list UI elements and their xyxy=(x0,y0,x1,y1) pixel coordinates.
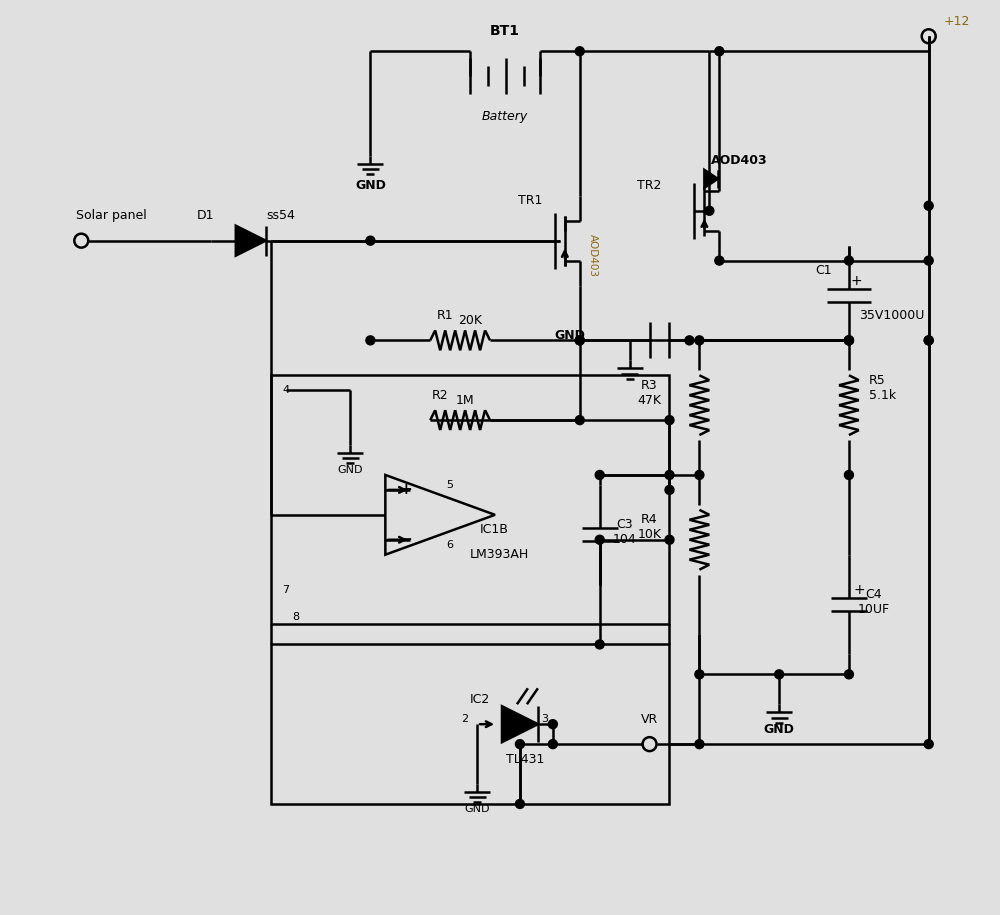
Circle shape xyxy=(665,415,674,425)
Text: Solar panel: Solar panel xyxy=(76,210,147,222)
Text: LM393AH: LM393AH xyxy=(470,548,529,561)
Circle shape xyxy=(575,336,584,345)
Circle shape xyxy=(775,670,784,679)
Text: GND: GND xyxy=(338,465,363,475)
Text: R5: R5 xyxy=(869,373,886,387)
Text: 5.1k: 5.1k xyxy=(869,389,896,402)
Circle shape xyxy=(665,535,674,544)
Text: TR2: TR2 xyxy=(637,179,662,192)
Text: 1M: 1M xyxy=(456,393,474,406)
Text: AOD403: AOD403 xyxy=(711,155,768,167)
Circle shape xyxy=(844,336,853,345)
Text: AOD403: AOD403 xyxy=(588,234,598,277)
Text: GND: GND xyxy=(554,328,585,342)
Circle shape xyxy=(715,47,724,56)
Text: 8: 8 xyxy=(292,611,299,621)
Text: +: + xyxy=(850,274,862,287)
Circle shape xyxy=(366,336,375,345)
Text: TR1: TR1 xyxy=(518,194,542,208)
Text: 7: 7 xyxy=(282,585,289,595)
Text: C3: C3 xyxy=(616,518,633,532)
Circle shape xyxy=(924,739,933,748)
Bar xyxy=(271,375,669,625)
Polygon shape xyxy=(502,706,538,742)
Text: 10K: 10K xyxy=(638,528,662,542)
Circle shape xyxy=(575,336,584,345)
Circle shape xyxy=(515,739,524,748)
Text: 10UF: 10UF xyxy=(858,603,890,616)
Circle shape xyxy=(595,535,604,544)
Text: +12: +12 xyxy=(944,15,970,27)
Circle shape xyxy=(924,201,933,210)
Text: GND: GND xyxy=(764,723,795,736)
Text: R3: R3 xyxy=(641,379,658,392)
Text: C1: C1 xyxy=(816,264,832,277)
Text: 3: 3 xyxy=(541,715,548,724)
Text: −: − xyxy=(399,533,412,547)
Circle shape xyxy=(695,670,704,679)
Circle shape xyxy=(844,256,853,265)
Text: 35V1000U: 35V1000U xyxy=(859,309,924,322)
Circle shape xyxy=(844,470,853,479)
Circle shape xyxy=(548,720,557,728)
Text: R4: R4 xyxy=(641,513,658,526)
Circle shape xyxy=(924,336,933,345)
Text: GND: GND xyxy=(464,804,490,814)
Text: R2: R2 xyxy=(432,389,448,402)
Circle shape xyxy=(705,206,714,215)
Circle shape xyxy=(844,336,853,345)
Circle shape xyxy=(575,415,584,425)
Circle shape xyxy=(665,486,674,494)
Text: 5: 5 xyxy=(447,479,454,490)
Circle shape xyxy=(595,640,604,649)
Circle shape xyxy=(695,470,704,479)
Circle shape xyxy=(515,800,524,809)
Text: R1: R1 xyxy=(437,309,453,322)
Text: 4: 4 xyxy=(282,385,289,395)
Text: C4: C4 xyxy=(866,588,882,601)
Text: 104: 104 xyxy=(613,533,636,546)
Text: Battery: Battery xyxy=(482,110,528,123)
Text: +: + xyxy=(399,482,412,498)
Circle shape xyxy=(548,739,557,748)
Text: VR: VR xyxy=(641,713,658,726)
Text: 6: 6 xyxy=(447,540,454,550)
Circle shape xyxy=(924,336,933,345)
Circle shape xyxy=(844,670,853,679)
Text: GND: GND xyxy=(355,179,386,192)
Text: 47K: 47K xyxy=(638,393,662,406)
Text: TL431: TL431 xyxy=(506,752,544,766)
Text: BT1: BT1 xyxy=(490,25,520,38)
Circle shape xyxy=(366,236,375,245)
Circle shape xyxy=(665,470,674,479)
Text: 2: 2 xyxy=(462,715,469,724)
Text: ss54: ss54 xyxy=(266,210,295,222)
Circle shape xyxy=(844,336,853,345)
Text: IC1B: IC1B xyxy=(480,523,509,536)
Text: D1: D1 xyxy=(197,210,215,222)
Circle shape xyxy=(695,739,704,748)
Bar xyxy=(271,644,669,804)
Polygon shape xyxy=(236,226,266,255)
Circle shape xyxy=(695,336,704,345)
Text: IC2: IC2 xyxy=(470,693,490,705)
Circle shape xyxy=(595,470,604,479)
Circle shape xyxy=(715,256,724,265)
Circle shape xyxy=(685,336,694,345)
Text: +: + xyxy=(853,583,865,597)
Circle shape xyxy=(924,256,933,265)
Text: 20K: 20K xyxy=(458,314,482,327)
Polygon shape xyxy=(704,170,718,188)
Circle shape xyxy=(575,47,584,56)
